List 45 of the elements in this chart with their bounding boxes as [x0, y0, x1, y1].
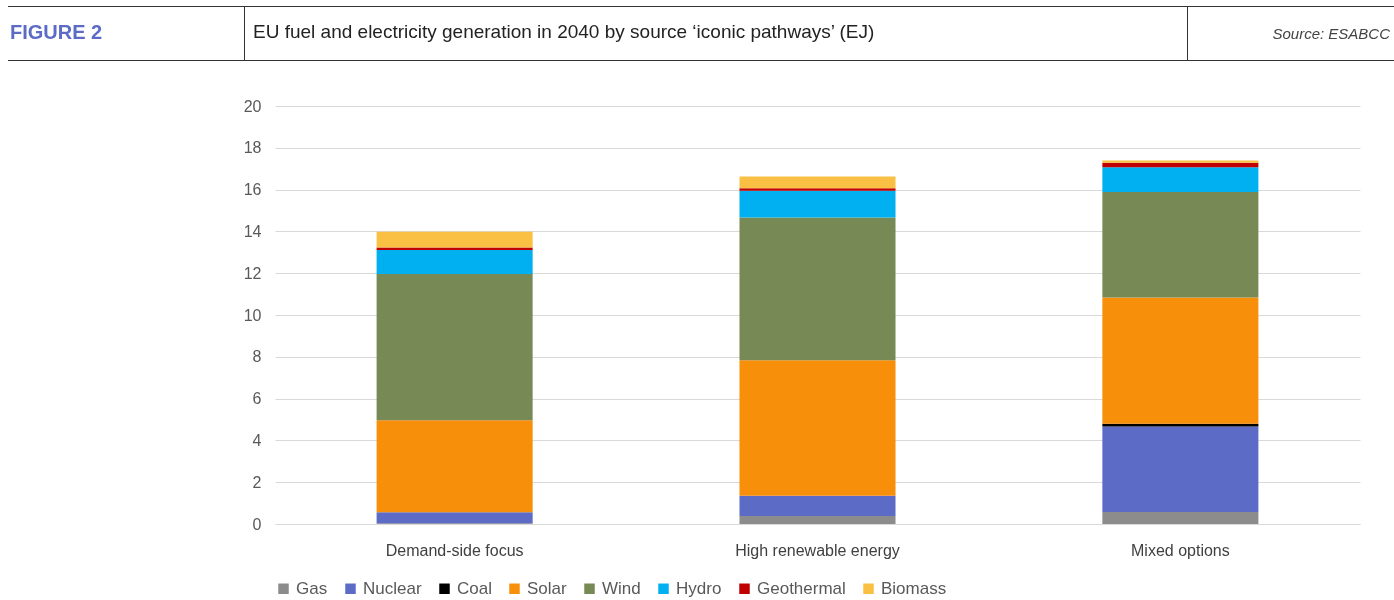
- y-tick-label: 6: [252, 390, 262, 408]
- bar: [739, 516, 896, 524]
- legend-label: Coal: [457, 578, 492, 598]
- x-tick-label: Mixed options: [1131, 541, 1230, 559]
- bar: [376, 231, 533, 248]
- bar: [1102, 512, 1259, 524]
- bar: [1102, 423, 1259, 427]
- bar: [376, 250, 533, 275]
- y-tick-label: 18: [243, 139, 262, 157]
- bar: [1102, 297, 1259, 424]
- x-tick-label: Demand-side focus: [385, 541, 524, 559]
- bar: [1102, 167, 1259, 193]
- y-tick-label: 4: [252, 431, 262, 449]
- y-tick-label: 14: [243, 222, 262, 240]
- legend-label: Wind: [602, 578, 641, 598]
- legend-label: Gas: [296, 578, 328, 598]
- bar: [739, 360, 896, 496]
- y-tick-label: 10: [243, 306, 262, 324]
- bar: [739, 217, 896, 361]
- bar: [739, 190, 896, 218]
- y-tick-label: 20: [243, 97, 262, 115]
- bar: [739, 188, 896, 191]
- y-tick-label: 0: [252, 515, 262, 533]
- bar: [1102, 162, 1259, 168]
- legend-label: Solar: [527, 578, 568, 598]
- x-tick-label: High renewable energy: [735, 541, 900, 559]
- bar: [376, 420, 533, 513]
- legend-label: Nuclear: [363, 578, 422, 598]
- y-tick-label: 12: [243, 264, 262, 282]
- y-tick-label: 16: [243, 181, 262, 199]
- bar: [376, 274, 533, 421]
- caption: FIGURE 2: [10, 21, 103, 44]
- bar: [739, 495, 896, 517]
- source-note: Source: ESABCC: [1272, 25, 1390, 42]
- bar: [1102, 426, 1259, 513]
- bar: [376, 512, 533, 524]
- y-tick-label: 2: [252, 473, 262, 491]
- legend-label: Hydro: [676, 578, 722, 598]
- legend-label: Geothermal: [757, 578, 846, 598]
- y-tick-label: 8: [252, 348, 262, 366]
- legend-label: Biomass: [881, 578, 947, 598]
- bar: [376, 247, 533, 250]
- bar: [1102, 192, 1259, 298]
- chart-title: EU fuel and electricity generation in 2040 by source ‘iconic pathways’ (EJ): [244, 7, 1188, 60]
- bar: [739, 176, 896, 189]
